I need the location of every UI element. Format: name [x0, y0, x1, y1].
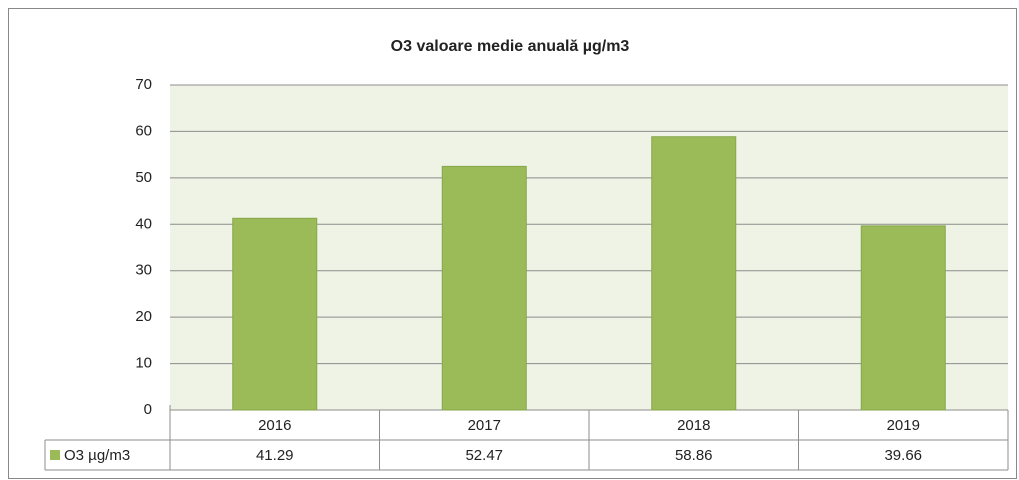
bar	[441, 165, 527, 411]
bar	[651, 136, 737, 411]
x-tick-label: 2018	[677, 417, 710, 434]
x-tick-label: 2019	[887, 417, 920, 434]
x-tick-label: 2016	[258, 417, 291, 434]
y-tick-label: 50	[135, 169, 152, 186]
bar	[860, 225, 946, 411]
chart-title: O3 valoare medie anuală µg/m3	[391, 38, 630, 55]
bar	[232, 217, 318, 411]
legend-label: O3 µg/m3	[64, 447, 130, 464]
table-value: 39.66	[884, 447, 922, 464]
x-tick-label: 2017	[468, 417, 501, 434]
y-tick-label: 40	[135, 215, 152, 232]
y-tick-label: 10	[135, 355, 152, 372]
y-tick-label: 20	[135, 308, 152, 325]
legend-key	[50, 450, 60, 460]
y-tick-label: 70	[135, 76, 152, 93]
table-value: 41.29	[256, 447, 294, 464]
y-tick-label: 30	[135, 262, 152, 279]
table-value: 58.86	[675, 447, 713, 464]
y-tick-label: 60	[135, 122, 152, 139]
y-tick-label: 0	[144, 401, 152, 418]
table-value: 52.47	[465, 447, 503, 464]
